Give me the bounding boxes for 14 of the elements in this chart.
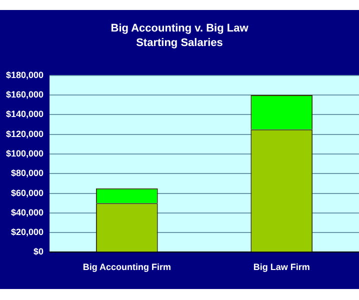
y-tick-label: $140,000 [6, 109, 44, 120]
chart-subtitle: Starting Salaries [136, 36, 223, 49]
chart-title: Big Accounting v. Big Law [110, 22, 249, 35]
x-tick-label: Big Law Firm [253, 262, 310, 272]
y-tick-label: $60,000 [10, 188, 44, 198]
y-tick-label: $120,000 [6, 128, 44, 139]
y-tick-label: $20,000 [10, 227, 44, 238]
y-tick-label: $0 [34, 246, 44, 257]
y-tick-label: $160,000 [6, 90, 44, 100]
y-tick-label: $180,000 [6, 70, 44, 80]
y-tick-label: $40,000 [10, 207, 44, 218]
y-tick-label: $80,000 [10, 168, 44, 178]
x-tick-label: Big Accounting Firm [82, 262, 171, 272]
y-tick-label: $100,000 [6, 148, 44, 158]
